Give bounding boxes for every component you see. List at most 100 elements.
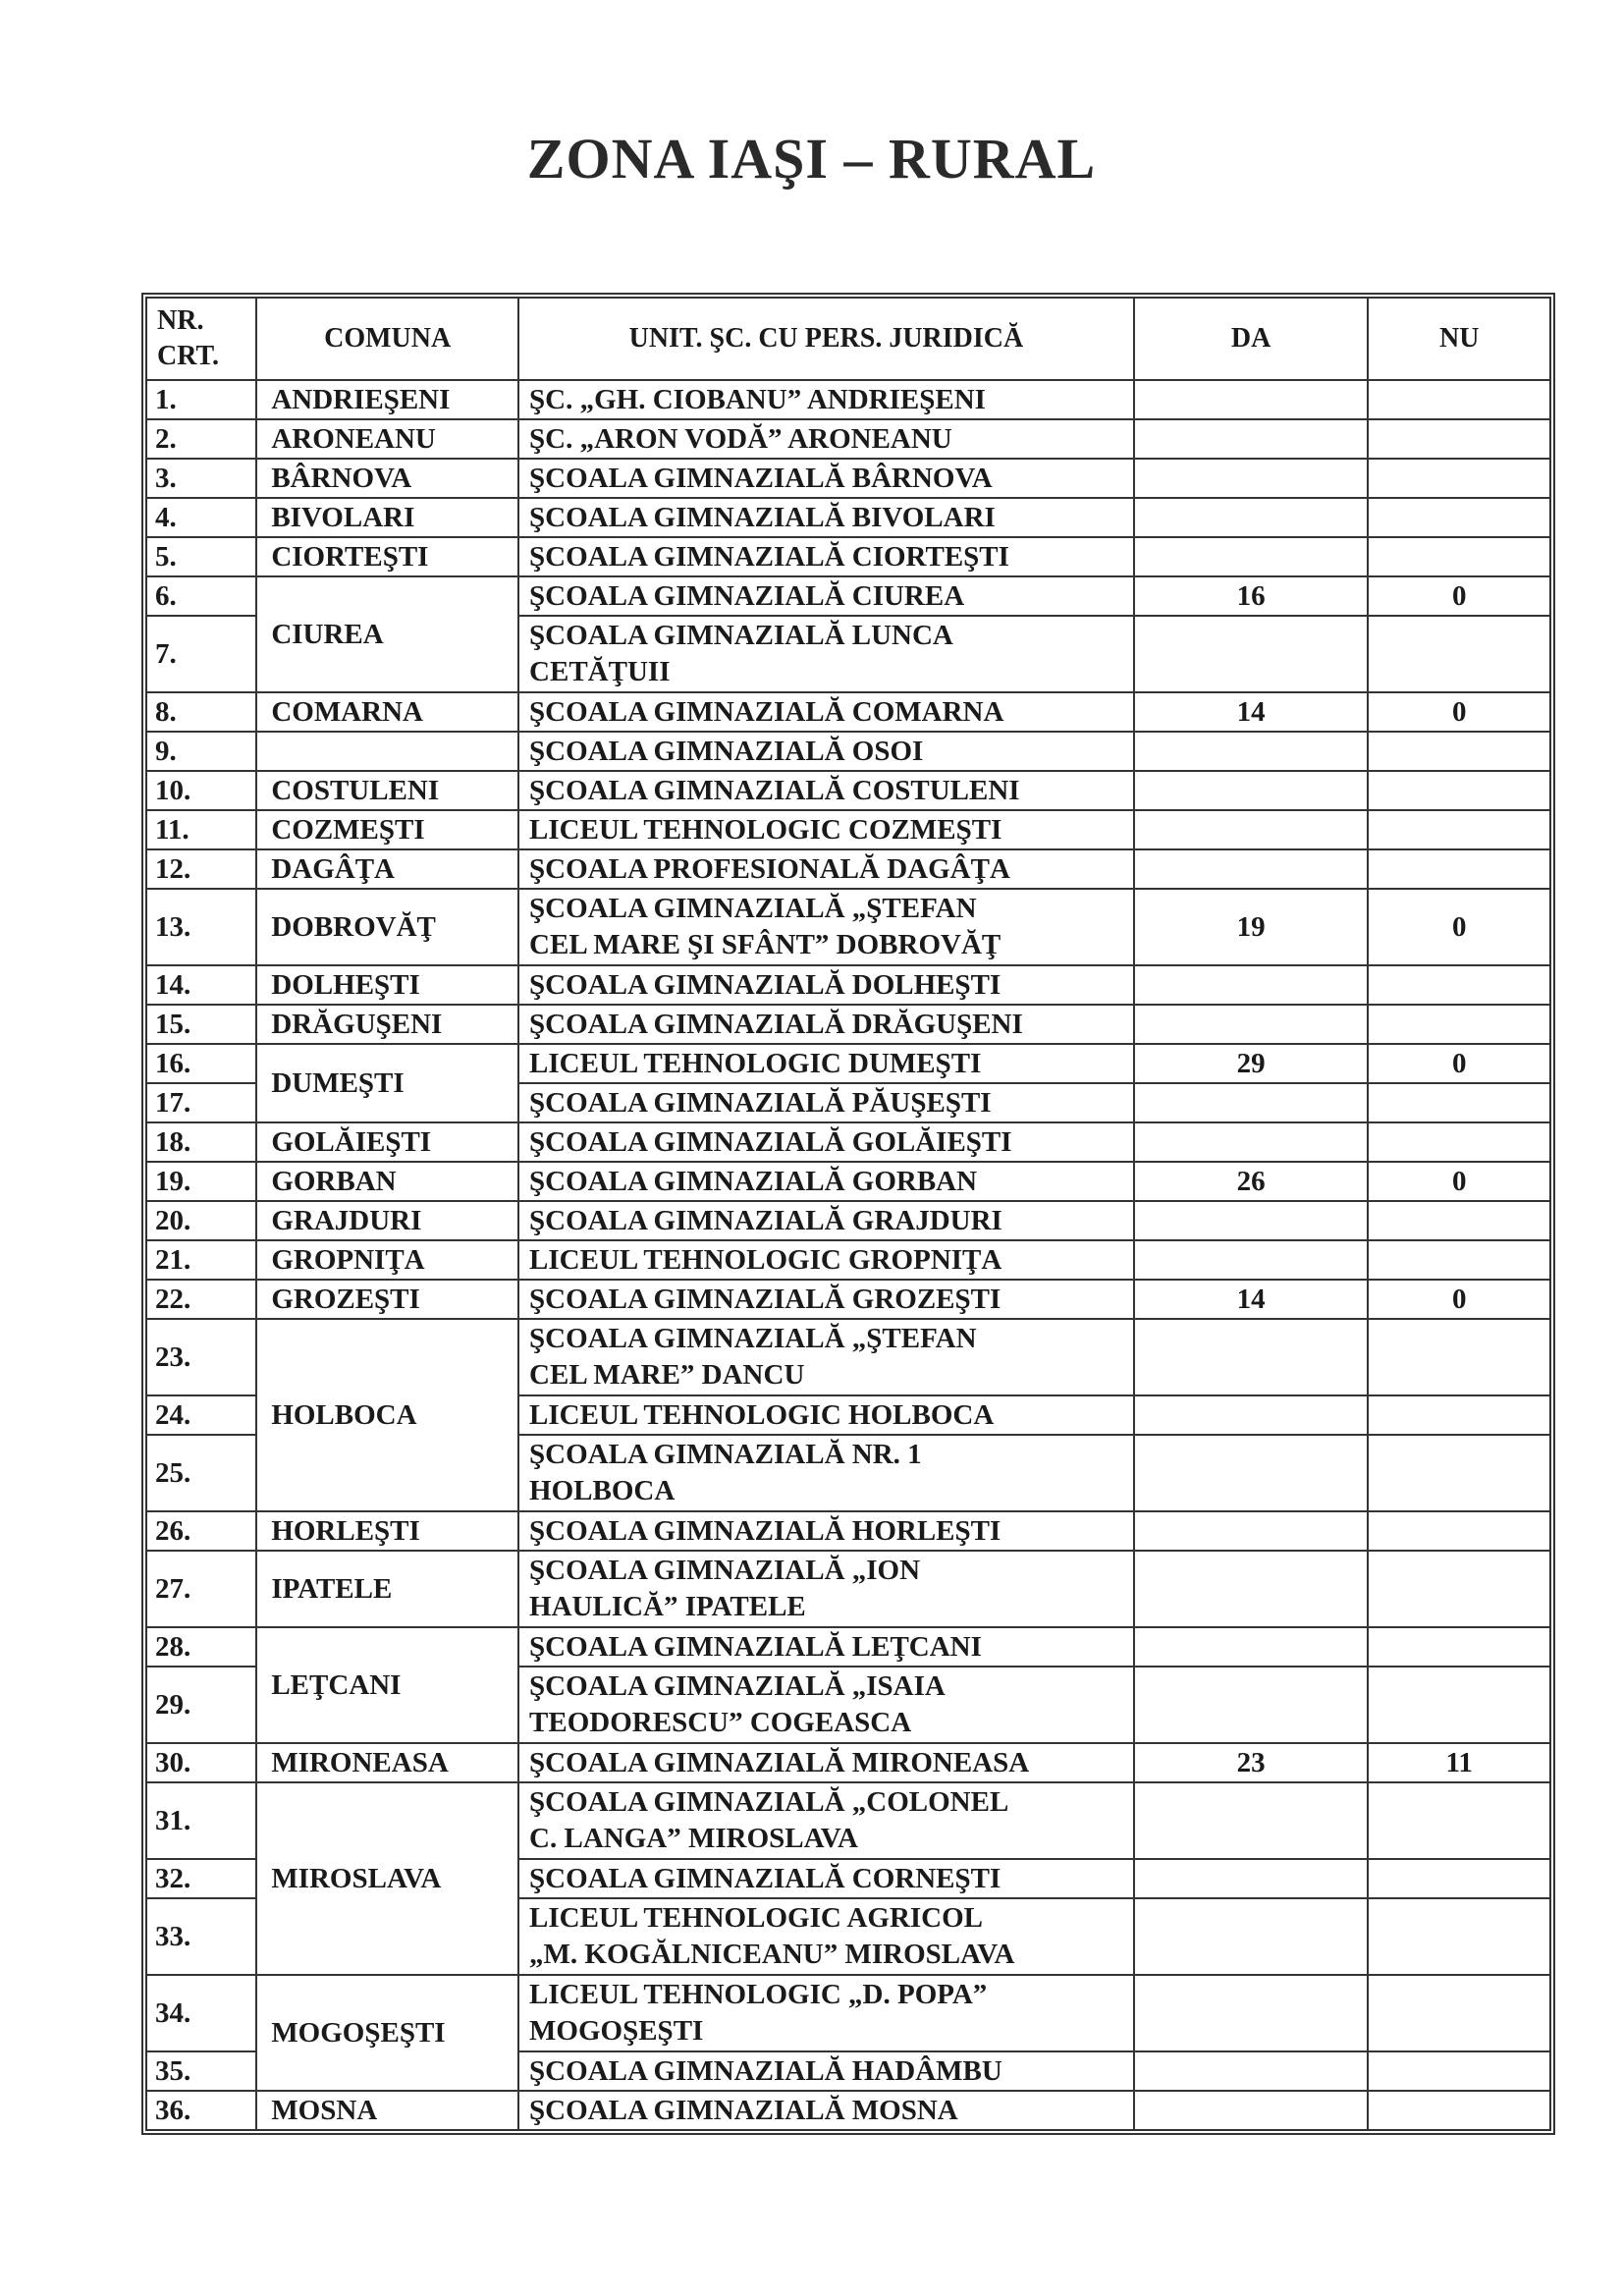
comuna-cell: COZMEŞTI [255,809,520,850]
row-number: 30. [144,1742,258,1783]
da-cell [1132,1394,1370,1436]
comuna-cell: LEŢCANI [255,1626,520,1744]
comuna-cell: COMARNA [255,691,520,733]
table-row: 19. GORBAN ŞCOALA GIMNAZIALĂ GORBAN 26 0 [144,1161,1551,1202]
school-unit-cell: ŞCOALA GIMNAZIALĂ DOLHEŞTI [517,964,1135,1006]
row-number: 5. [144,536,258,577]
nu-cell [1367,1121,1551,1163]
da-cell [1132,1318,1370,1396]
row-number: 31. [144,1781,258,1860]
table-row: 28. LEŢCANI ŞCOALA GIMNAZIALĂ LEŢCANI [144,1626,1551,1744]
da-cell [1132,809,1370,850]
nu-cell [1367,615,1551,693]
school-unit-cell: ŞC. „GH. CIOBANU” ANDRIEŞENI [517,379,1135,420]
school-unit-cell: LICEUL TEHNOLOGIC AGRICOL „M. KOGĂLNICEA… [517,1897,1135,1976]
row-number: 2. [144,418,258,460]
school-unit-cell: ŞCOALA GIMNAZIALĂ COSTULENI [517,770,1135,811]
row-number: 1. [144,379,258,420]
nu-cell [1367,1200,1551,1241]
school-unit-cell: ŞCOALA PROFESIONALĂ DAGÂŢA [517,848,1135,890]
row-number: 34. [144,1974,258,2052]
table-row: 12. DAGÂŢA ŞCOALA PROFESIONALĂ DAGÂŢA [144,848,1551,890]
comuna-cell: COSTULENI [255,770,520,811]
header-nu: NU [1367,297,1551,381]
header-nr-crt: NR. CRT. [144,297,258,381]
school-unit-cell: ŞC. „ARON VODĂ” ARONEANU [517,418,1135,460]
row-number: 18. [144,1121,258,1163]
table-row: 25. ŞCOALA GIMNAZIALĂ NR. 1 HOLBOCA [144,1434,1551,1512]
row-number: 10. [144,770,258,811]
nu-cell [1367,1666,1551,1744]
nu-cell: 0 [1367,888,1551,966]
row-number: 23. [144,1318,258,1396]
comuna-cell: ARONEANU [255,418,520,460]
comuna-cell: MIROSLAVA [255,1781,520,1976]
nu-cell: 11 [1367,1742,1551,1783]
nu-cell [1367,809,1551,850]
nu-cell [1367,1974,1551,2052]
row-number: 13. [144,888,258,966]
row-number: 26. [144,1510,258,1552]
nu-cell [1367,497,1551,538]
nu-cell [1367,964,1551,1006]
school-unit-cell: ŞCOALA GIMNAZIALĂ „ION HAULICĂ” IPATELE [517,1550,1135,1628]
da-cell [1132,2050,1370,2092]
school-unit-cell: ŞCOALA GIMNAZIALĂ DRĂGUŞENI [517,1004,1135,1045]
school-unit-cell: ŞCOALA GIMNAZIALĂ GROZEŞTI [517,1279,1135,1320]
nu-cell [1367,848,1551,890]
table-row: 27. IPATELE ŞCOALA GIMNAZIALĂ „ION HAULICĂ… [144,1550,1551,1628]
table-row: 20. GRAJDURI ŞCOALA GIMNAZIALĂ GRAJDURI [144,1200,1551,1241]
table-header-row: NR. CRT. COMUNA UNIT. ŞC. CU PERS. JURID… [144,297,1551,381]
row-number: 33. [144,1897,258,1976]
da-cell: 16 [1132,575,1370,617]
table-row: 22. GROZEŞTI ŞCOALA GIMNAZIALĂ GROZEŞTI 14 0 [144,1279,1551,1320]
da-cell: 29 [1132,1043,1370,1084]
header-comuna: COMUNA [255,297,520,381]
table-row: 15. DRĂGUŞENI ŞCOALA GIMNAZIALĂ DRĂGUŞENI [144,1004,1551,1045]
da-cell [1132,497,1370,538]
da-cell [1132,964,1370,1006]
nu-cell [1367,731,1551,772]
nu-cell [1367,379,1551,420]
row-number: 28. [144,1626,258,1667]
row-number: 22. [144,1279,258,1320]
school-unit-cell: ŞCOALA GIMNAZIALĂ GOLĂIEŞTI [517,1121,1135,1163]
nu-cell [1367,1626,1551,1667]
da-cell [1132,458,1370,499]
comuna-cell: BIVOLARI [255,497,520,538]
school-unit-cell: LICEUL TEHNOLOGIC GROPNIŢA [517,1239,1135,1281]
da-cell [1132,1510,1370,1552]
comuna-cell: GORBAN [255,1161,520,1202]
nu-cell [1367,1082,1551,1123]
da-cell [1132,1897,1370,1976]
row-number: 9. [144,731,258,772]
nu-cell [1367,1318,1551,1396]
nu-cell [1367,458,1551,499]
da-cell [1132,1626,1370,1667]
school-unit-cell: LICEUL TEHNOLOGIC HOLBOCA [517,1394,1135,1436]
row-number: 16. [144,1043,258,1084]
table-row: 10. COSTULENI ŞCOALA GIMNAZIALĂ COSTULENI [144,770,1551,811]
school-unit-cell: ŞCOALA GIMNAZIALĂ BÂRNOVA [517,458,1135,499]
school-unit-cell: ŞCOALA GIMNAZIALĂ LEŢCANI [517,1626,1135,1667]
da-cell [1132,1550,1370,1628]
nu-cell: 0 [1367,1279,1551,1320]
row-number: 35. [144,2050,258,2092]
table-row: 18. GOLĂIEŞTI ŞCOALA GIMNAZIALĂ GOLĂIEŞTI [144,1121,1551,1163]
school-unit-cell: LICEUL TEHNOLOGIC COZMEŞTI [517,809,1135,850]
row-number: 12. [144,848,258,890]
school-unit-cell: ŞCOALA GIMNAZIALĂ „COLONEL C. LANGA” MIR… [517,1781,1135,1860]
row-number: 6. [144,575,258,617]
comuna-cell: CIUREA [255,575,520,693]
da-cell: 23 [1132,1742,1370,1783]
nu-cell: 0 [1367,1161,1551,1202]
table-row: 17. ŞCOALA GIMNAZIALĂ PĂUŞEŞTI [144,1082,1551,1123]
table-body: 1. ANDRIEŞENI ŞC. „GH. CIOBANU” ANDRIEŞENI… [144,379,1551,2131]
school-unit-cell: LICEUL TEHNOLOGIC „D. POPA” MOGOŞEŞTI [517,1974,1135,2052]
da-cell [1132,1666,1370,1744]
row-number: 17. [144,1082,258,1123]
table-row: 9. ŞCOALA GIMNAZIALĂ OSOI [144,731,1551,772]
header-unit: UNIT. ŞC. CU PERS. JURIDICĂ [517,297,1135,381]
school-unit-cell: LICEUL TEHNOLOGIC DUMEŞTI [517,1043,1135,1084]
nu-cell [1367,1897,1551,1976]
